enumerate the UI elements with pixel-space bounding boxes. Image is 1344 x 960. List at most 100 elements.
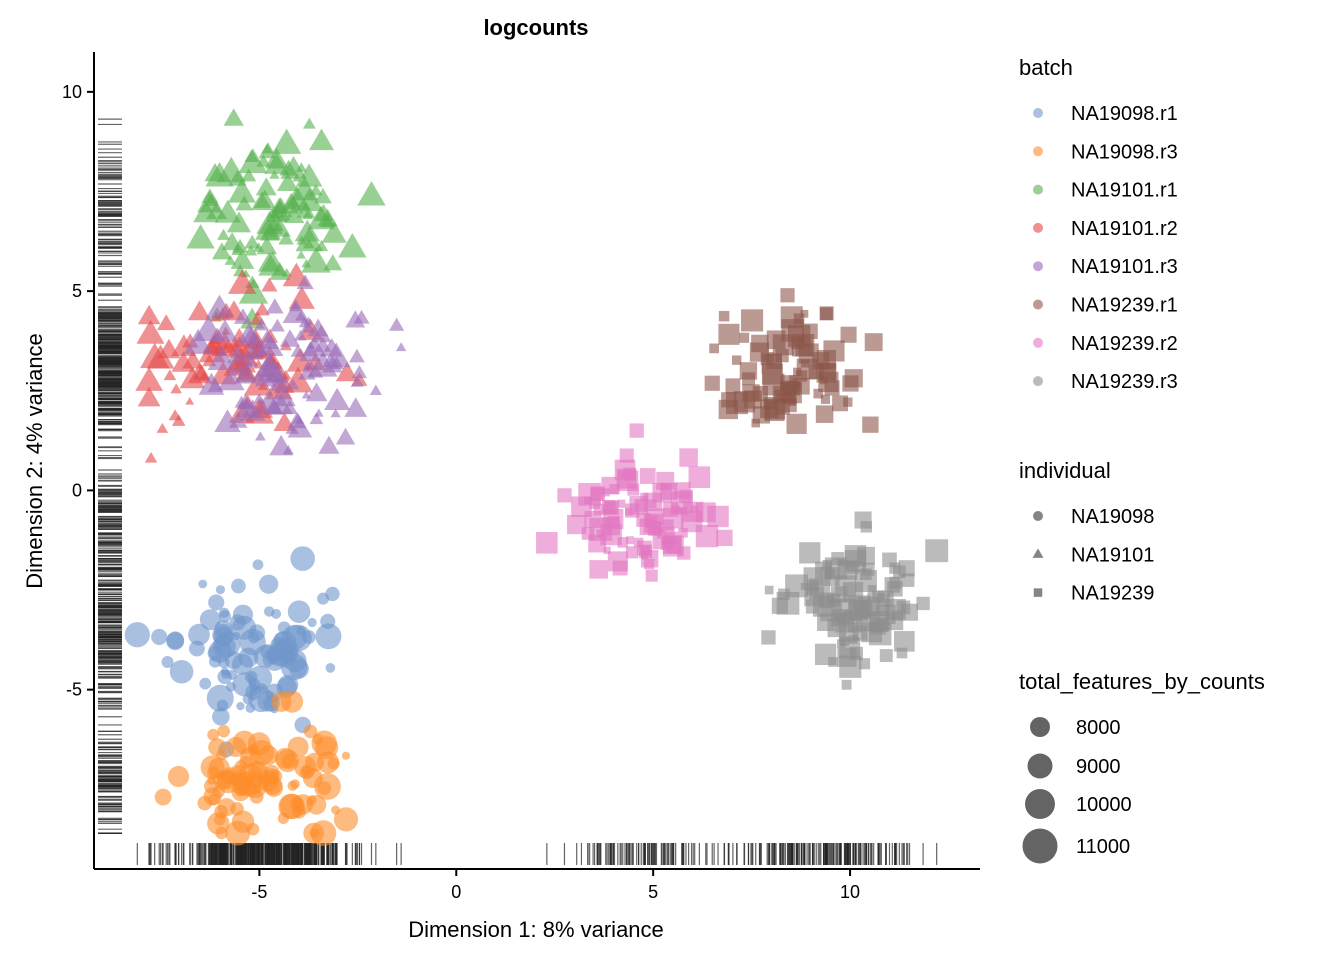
data-point — [781, 319, 804, 342]
data-point — [812, 595, 835, 617]
data-point — [321, 221, 347, 243]
data-point — [309, 412, 324, 425]
data-point — [886, 613, 904, 631]
data-point — [204, 193, 219, 206]
data-point — [307, 617, 317, 628]
data-point — [188, 623, 210, 646]
data-point — [255, 177, 277, 196]
data-point — [671, 505, 681, 515]
data-point — [161, 656, 174, 669]
data-point — [296, 274, 314, 290]
legend-shape-square — [1033, 588, 1043, 597]
data-point — [815, 561, 833, 579]
data-point — [256, 154, 271, 167]
legend-size-circle — [1022, 828, 1058, 864]
data-point — [269, 769, 283, 783]
data-point — [212, 707, 230, 726]
data-point — [800, 309, 809, 318]
data-point — [278, 231, 294, 245]
data-point — [213, 771, 232, 790]
data-point — [301, 390, 311, 399]
data-point — [156, 422, 169, 433]
data-point — [231, 578, 246, 594]
legend-batch-label: NA19098.r1 — [1071, 103, 1178, 125]
data-point — [301, 766, 311, 775]
data-point — [867, 585, 877, 594]
data-point — [603, 546, 611, 554]
x-tick-label: 5 — [648, 882, 658, 902]
data-point — [203, 787, 222, 806]
data-point — [306, 794, 327, 815]
data-point — [124, 622, 150, 648]
data-point — [258, 143, 276, 159]
data-point — [901, 603, 919, 621]
legend-individual-title: individual — [1019, 458, 1111, 483]
data-point — [265, 298, 284, 314]
data-point — [231, 810, 255, 833]
data-point — [205, 294, 234, 319]
data-point — [325, 663, 336, 673]
data-point — [341, 751, 351, 760]
data-point — [647, 521, 662, 535]
legend-individual-items: NA19098 NA19101 NA19239 — [1032, 506, 1154, 605]
data-point — [318, 435, 340, 454]
data-point — [785, 391, 794, 401]
data-point — [679, 489, 693, 504]
data-point — [183, 328, 213, 354]
data-point — [290, 344, 306, 357]
x-ticks: -5 0 5 10 — [251, 869, 860, 902]
legend-batch-label: NA19239.r3 — [1071, 371, 1178, 393]
data-point — [256, 344, 269, 355]
data-point — [260, 644, 276, 659]
data-point — [279, 793, 305, 819]
legend-batch-swatch — [1033, 108, 1043, 118]
legend-size-circle — [1025, 789, 1055, 819]
data-point — [778, 588, 790, 601]
data-point — [271, 128, 302, 154]
legend-size-circle — [1027, 753, 1053, 779]
data-point — [235, 397, 258, 418]
data-point — [617, 537, 629, 548]
data-point — [269, 169, 280, 179]
data-point — [843, 397, 853, 407]
data-point — [163, 369, 177, 381]
data-point — [320, 213, 336, 228]
data-point — [330, 408, 341, 418]
y-tick-label: 5 — [72, 281, 82, 301]
data-point — [314, 187, 332, 204]
data-point — [137, 386, 161, 407]
data-point — [303, 358, 316, 370]
data-point — [338, 233, 367, 258]
data-point — [626, 536, 634, 545]
data-point — [310, 820, 337, 847]
x-tick-label: -5 — [251, 882, 267, 902]
data-point — [316, 751, 340, 774]
legend-batch-swatch — [1033, 222, 1043, 233]
data-point — [247, 760, 269, 782]
data-point — [350, 375, 364, 387]
data-point — [894, 631, 915, 652]
legend-individual-label: NA19101 — [1071, 544, 1154, 566]
legend-batch-swatch — [1033, 184, 1043, 195]
data-point — [244, 244, 258, 256]
data-point — [302, 209, 314, 220]
data-point — [217, 798, 236, 817]
data-point — [214, 199, 242, 223]
data-point — [305, 382, 328, 402]
data-point — [819, 306, 834, 321]
data-point — [625, 503, 640, 518]
data-point — [588, 534, 607, 553]
data-point — [230, 248, 255, 269]
data-point — [837, 558, 845, 567]
legend-size-label: 11000 — [1076, 836, 1130, 858]
data-point — [889, 576, 902, 589]
data-point — [836, 616, 844, 623]
data-point — [277, 172, 299, 192]
data-point — [236, 701, 245, 711]
data-point — [238, 647, 259, 668]
data-point — [244, 149, 260, 163]
data-point — [678, 528, 688, 538]
data-point — [820, 394, 830, 404]
legend-batch-label: NA19239.r1 — [1071, 295, 1178, 317]
chart-title: logcounts — [483, 15, 588, 40]
